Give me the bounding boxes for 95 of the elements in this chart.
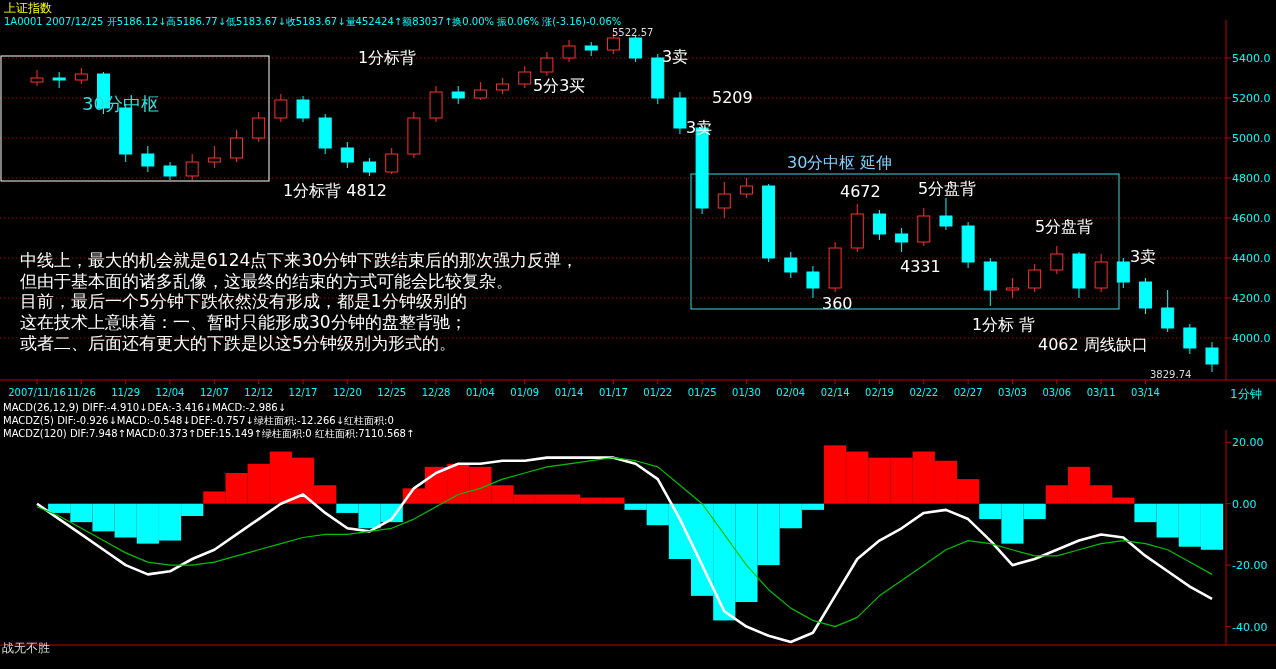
x-tick-label: 01/25 (687, 387, 717, 398)
x-tick-label: 01/14 (554, 387, 584, 398)
y-tick-label: -40.00 (1232, 620, 1268, 634)
annotation: 1分标 背 (972, 315, 1036, 334)
annotation: 30分中枢 延伸 (787, 153, 893, 172)
x-tick-label: 02/27 (953, 387, 983, 398)
annotation: 3卖 (686, 118, 713, 137)
candlestick (872, 209, 886, 241)
x-tick-label: 12/28 (421, 387, 451, 398)
y-tick-label: -20.00 (1232, 559, 1268, 573)
annotation: 360 (822, 294, 853, 313)
x-tick-label: 01/09 (510, 387, 540, 398)
x-tick-label: 03/11 (1086, 387, 1116, 398)
candlestick (141, 145, 155, 173)
y-tick-label: 20.00 (1232, 436, 1264, 450)
annotation: 5209 (712, 88, 753, 107)
candlestick (30, 69, 44, 87)
annotation: 5分盘背 (1035, 217, 1094, 236)
y-tick-label: 5400.0 (1232, 52, 1271, 65)
annotation: 或者二、后面还有更大的下跌是以这5分钟级别为形式的。 (20, 333, 456, 353)
candlestick (1116, 257, 1130, 289)
chart-subtitle: 1A0001 2007/12/25 开5186.12↓高5186.77↓低5183.67↓收5183.67↓量452424↑额83037↑换0.00% 振0.06% 涨(-3.16)-0.06% (4, 16, 622, 27)
x-tick-label: 12/20 (332, 387, 362, 398)
x-tick-label: 11/29 (111, 387, 141, 398)
annotation: 3卖 (662, 47, 689, 66)
candlestick (629, 35, 643, 63)
x-tick-label: 03/06 (1042, 387, 1072, 398)
x-tick-label: 12/12 (244, 387, 274, 398)
annotation: 4672 (840, 182, 881, 201)
x-tick-label: 12/07 (199, 387, 229, 398)
candlestick (296, 95, 310, 123)
annotation: 4331 (900, 257, 941, 276)
candlestick (1005, 277, 1019, 299)
candlestick (739, 177, 753, 199)
x-tick-label: 12/25 (377, 387, 407, 398)
candlestick (1205, 341, 1219, 373)
candlestick (540, 51, 554, 77)
y-tick-label: 4400.0 (1232, 252, 1271, 265)
x-tick-label: 01/30 (732, 387, 761, 398)
x-tick-label: 02/19 (865, 387, 894, 398)
candlestick (1050, 245, 1064, 275)
annotation: 但由于基本面的诸多乱像，这最终的结束的方式可能会比较复杂。 (20, 271, 513, 291)
candlestick (207, 145, 221, 169)
annotation: 5522.57 (612, 27, 654, 38)
x-tick-label: 2007/11/16 (8, 387, 66, 398)
annotation: 中线上，最大的机会就是6124点下来30分钟下跌结束后的那次强力反弹， (20, 250, 578, 270)
candlestick (784, 251, 798, 279)
text: 1分钟 (1230, 387, 1262, 401)
text: MACDZ(5) DIF:-0.926↓MACD:-0.548↓DEF:-0.757↓绿柱面积:-12.266↓红柱面积:0 (3, 415, 394, 426)
candlestick (717, 181, 731, 219)
candlestick (230, 129, 244, 163)
text: MACD(26,12,9) DIFF:-4.910↓DEA:-3.416↓MACD:-2.986↓ (3, 402, 287, 413)
x-tick-label: 02/22 (909, 387, 939, 398)
y-tick-label: 5000.0 (1232, 132, 1271, 145)
x-tick-label: 12/04 (155, 387, 185, 398)
y-tick-label: 0.00 (1232, 497, 1257, 511)
x-tick-label: 11/26 (66, 387, 96, 398)
x-tick-label: 12/17 (288, 387, 318, 398)
candlestick (1183, 323, 1197, 355)
annotation: 目前，最后一个5分钟下跌依然没有形成，都是1分钟级别的 (20, 291, 467, 311)
annotation: 4062 周线缺口 (1038, 335, 1148, 354)
annotation: 5分3买 (533, 76, 586, 95)
candlestick (340, 141, 354, 169)
annotation: 5分盘背 (918, 179, 977, 198)
candlestick (1161, 289, 1175, 333)
candlestick (185, 153, 199, 181)
candlestick (1028, 263, 1042, 293)
annotation: 3829.74 (1150, 369, 1192, 380)
candlestick (939, 197, 953, 231)
chart-title: 上证指数 (4, 1, 52, 15)
x-tick-label: 01/17 (599, 387, 628, 398)
x-tick-label: 02/14 (820, 387, 850, 398)
x-tick-label: 02/04 (776, 387, 806, 398)
annotation: 1分标背 (358, 48, 417, 67)
candlestick (562, 39, 576, 63)
x-tick-label: 03/14 (1131, 387, 1160, 398)
candlestick (274, 93, 288, 123)
x-tick-label: 03/03 (998, 387, 1027, 398)
x-tick-label: 01/04 (465, 387, 495, 398)
y-tick-label: 4600.0 (1232, 212, 1271, 225)
y-tick-label: 4000.0 (1232, 332, 1271, 345)
candlestick (252, 111, 266, 143)
y-tick-label: 4800.0 (1232, 172, 1271, 185)
candlestick (518, 65, 532, 89)
x-tick-label: 01/22 (643, 387, 673, 398)
annotation: MACDZ(120) DIF:7.948↑MACD:0.373↑DEF:15.149↑绿柱面积:0 红柱面积:7110.568↑ (3, 428, 415, 439)
annotation: 这在技术上意味着：一、暂时只能形成30分钟的盘整背驰； (20, 312, 467, 332)
y-tick-label: 5200.0 (1232, 92, 1271, 105)
candlestick (385, 147, 399, 175)
annotation: 3卖 (1130, 247, 1157, 266)
candlestick (895, 227, 909, 253)
y-tick-label: 4200.0 (1232, 292, 1271, 305)
candlestick (806, 265, 820, 299)
annotation: 1分标背 4812 (283, 181, 387, 200)
annotation: 战无不胜 (2, 641, 50, 655)
